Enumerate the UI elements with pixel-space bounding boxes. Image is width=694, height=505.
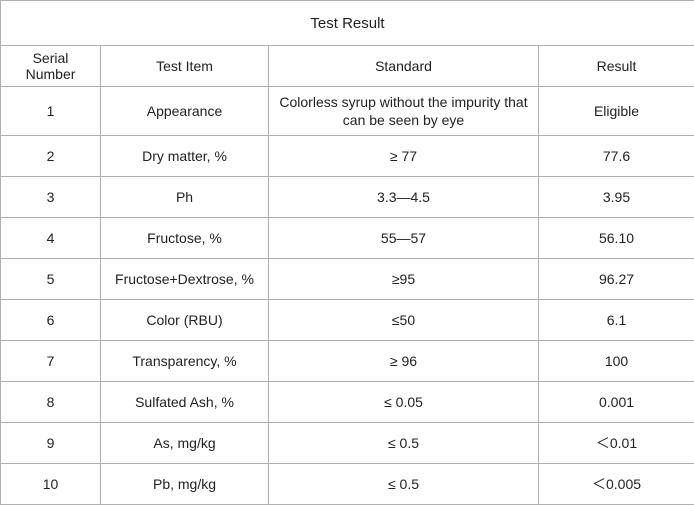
- cell-serial: 7: [1, 341, 101, 382]
- cell-serial: 6: [1, 300, 101, 341]
- table-body: Test Result Serial Number Test Item Stan…: [1, 1, 694, 505]
- cell-item: Fructose, %: [101, 218, 269, 259]
- cell-standard: ≤ 0.05: [269, 382, 539, 423]
- cell-result: 3.95: [539, 177, 694, 218]
- cell-result: 100: [539, 341, 694, 382]
- cell-standard: ≥ 77: [269, 136, 539, 177]
- table-header-row: Serial Number Test Item Standard Result: [1, 46, 694, 87]
- cell-item: Color (RBU): [101, 300, 269, 341]
- cell-serial: 1: [1, 87, 101, 136]
- cell-standard: 55—57: [269, 218, 539, 259]
- cell-result: ＜0.005: [539, 464, 694, 505]
- cell-item: Dry matter, %: [101, 136, 269, 177]
- cell-standard: 3.3—4.5: [269, 177, 539, 218]
- cell-item: As, mg/kg: [101, 423, 269, 464]
- table-row: 4 Fructose, % 55—57 56.10: [1, 218, 694, 259]
- table-row: 2 Dry matter, % ≥ 77 77.6: [1, 136, 694, 177]
- test-result-table: Test Result Serial Number Test Item Stan…: [0, 0, 694, 505]
- col-header-result: Result: [539, 46, 694, 87]
- cell-result: ＜0.01: [539, 423, 694, 464]
- cell-serial: 10: [1, 464, 101, 505]
- col-header-serial: Serial Number: [1, 46, 101, 87]
- cell-serial: 2: [1, 136, 101, 177]
- cell-serial: 8: [1, 382, 101, 423]
- cell-serial: 5: [1, 259, 101, 300]
- table-row: 1 Appearance Colorless syrup without the…: [1, 87, 694, 136]
- cell-standard-text: Colorless syrup without the impurity tha…: [275, 87, 532, 135]
- cell-serial: 9: [1, 423, 101, 464]
- cell-standard: ≥95: [269, 259, 539, 300]
- cell-standard: Colorless syrup without the impurity tha…: [269, 87, 539, 136]
- cell-result: 77.6: [539, 136, 694, 177]
- cell-serial: 3: [1, 177, 101, 218]
- cell-standard: ≥ 96: [269, 341, 539, 382]
- cell-standard: ≤ 0.5: [269, 464, 539, 505]
- cell-result: 96.27: [539, 259, 694, 300]
- cell-item: Transparency, %: [101, 341, 269, 382]
- table-row: 9 As, mg/kg ≤ 0.5 ＜0.01: [1, 423, 694, 464]
- cell-item: Ph: [101, 177, 269, 218]
- table-title: Test Result: [1, 1, 694, 46]
- cell-item: Appearance: [101, 87, 269, 136]
- cell-standard: ≤50: [269, 300, 539, 341]
- cell-item: Sulfated Ash, %: [101, 382, 269, 423]
- cell-serial: 4: [1, 218, 101, 259]
- table-row: 7 Transparency, % ≥ 96 100: [1, 341, 694, 382]
- col-header-standard: Standard: [269, 46, 539, 87]
- table-row: 6 Color (RBU) ≤50 6.1: [1, 300, 694, 341]
- table-title-row: Test Result: [1, 1, 694, 46]
- table-row: 8 Sulfated Ash, % ≤ 0.05 0.001: [1, 382, 694, 423]
- table-row: 5 Fructose+Dextrose, % ≥95 96.27: [1, 259, 694, 300]
- cell-standard: ≤ 0.5: [269, 423, 539, 464]
- cell-result: 0.001: [539, 382, 694, 423]
- cell-result: 56.10: [539, 218, 694, 259]
- cell-item: Pb, mg/kg: [101, 464, 269, 505]
- table-row: 3 Ph 3.3—4.5 3.95: [1, 177, 694, 218]
- table-row: 10 Pb, mg/kg ≤ 0.5 ＜0.005: [1, 464, 694, 505]
- cell-result: 6.1: [539, 300, 694, 341]
- cell-result: Eligible: [539, 87, 694, 136]
- col-header-item: Test Item: [101, 46, 269, 87]
- test-result-table-container: Test Result Serial Number Test Item Stan…: [0, 0, 694, 505]
- cell-item: Fructose+Dextrose, %: [101, 259, 269, 300]
